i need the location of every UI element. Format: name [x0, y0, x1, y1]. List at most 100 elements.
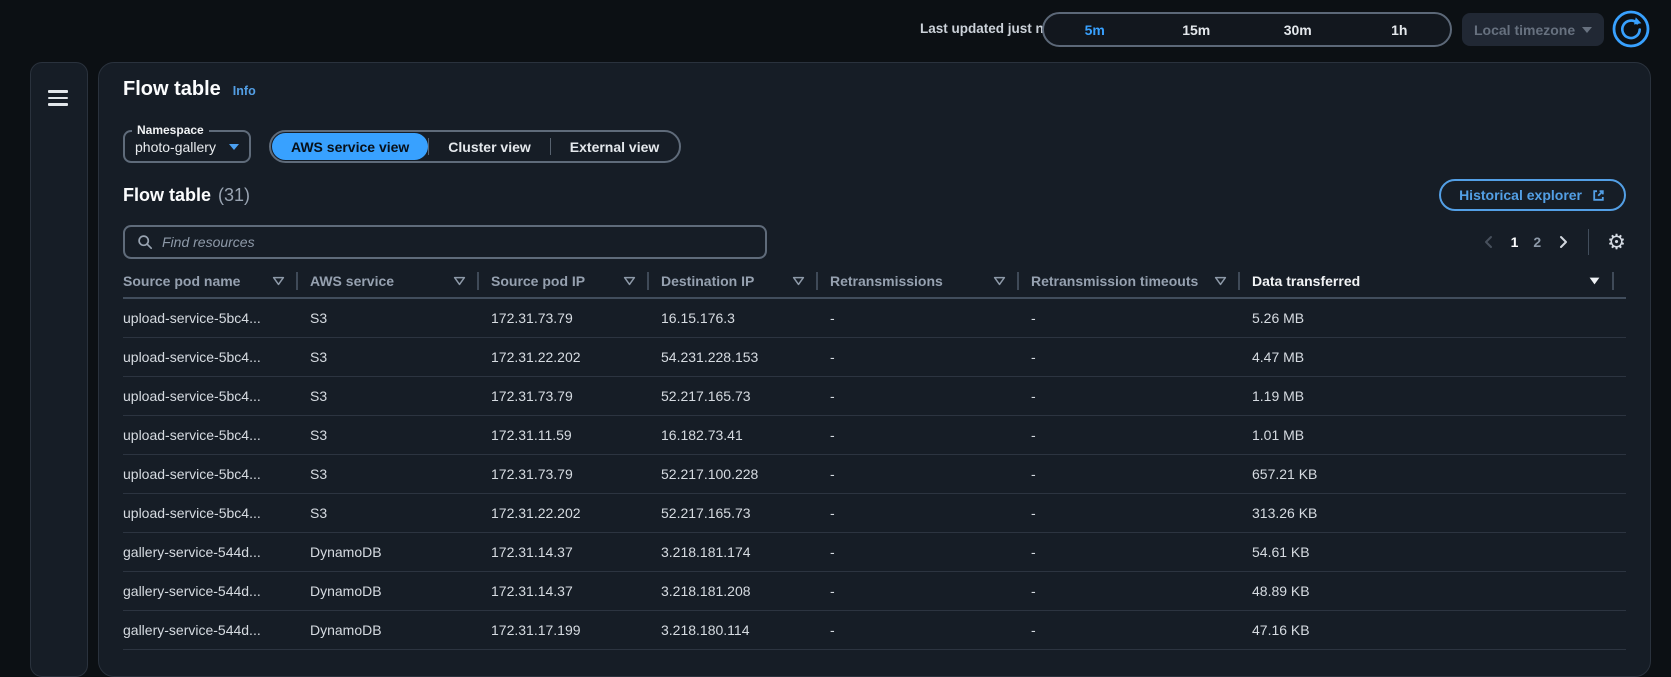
cell-retransmissions: -: [830, 504, 835, 521]
cell-retransmissions: -: [830, 582, 835, 599]
cell-source-pod-ip: 172.31.22.202: [491, 504, 581, 521]
filter-icon[interactable]: [272, 276, 285, 286]
search-box: [123, 225, 767, 259]
table-row: upload-service-5bc4... S3 172.31.11.59 1…: [123, 415, 1626, 455]
historical-explorer-button[interactable]: Historical explorer: [1439, 179, 1626, 211]
column-divider[interactable]: [296, 271, 298, 290]
cell-source-pod-name: gallery-service-544d...: [123, 621, 261, 638]
cell-source-pod-ip: 172.31.11.59: [491, 426, 572, 443]
cell-data-transferred: 657.21 KB: [1252, 465, 1318, 482]
filter-icon[interactable]: [623, 276, 636, 286]
table-row: upload-service-5bc4... S3 172.31.73.79 1…: [123, 298, 1626, 338]
cell-source-pod-name: gallery-service-544d...: [123, 543, 261, 560]
column-header-source-pod-ip[interactable]: Source pod IP: [491, 264, 661, 299]
cell-aws-service: S3: [310, 426, 328, 443]
refresh-button[interactable]: [1611, 9, 1651, 49]
timezone-select-label: Local timezone: [1474, 21, 1576, 38]
column-header-source-pod-name[interactable]: Source pod name: [123, 264, 310, 299]
cell-destination-ip: 3.218.181.208: [661, 582, 751, 599]
time-range-1h[interactable]: 1h: [1391, 21, 1408, 38]
sidebar: [30, 62, 88, 677]
table-header-bar: Flow table (31) Historical explorer: [123, 179, 1626, 211]
column-header-retransmissions[interactable]: Retransmissions: [830, 264, 1031, 299]
cell-retransmission-timeouts: -: [1031, 426, 1036, 443]
filter-icon[interactable]: [1214, 276, 1227, 286]
namespace-select[interactable]: Namespace photo-gallery: [123, 123, 251, 163]
table-header-row: Source pod name AWS service Source pod I…: [123, 264, 1626, 299]
cell-source-pod-name: gallery-service-544d...: [123, 582, 261, 599]
chevron-right-icon: [1560, 236, 1568, 248]
info-link[interactable]: Info: [232, 84, 256, 98]
view-tab-cluster[interactable]: Cluster view: [448, 138, 531, 155]
cell-retransmissions: -: [830, 465, 835, 482]
search-icon: [138, 235, 153, 250]
cell-data-transferred: 48.89 KB: [1252, 582, 1310, 599]
cell-source-pod-ip: 172.31.22.202: [491, 348, 581, 365]
cell-aws-service: DynamoDB: [310, 621, 382, 638]
filter-icon[interactable]: [993, 276, 1006, 286]
cell-data-transferred: 313.26 KB: [1252, 504, 1318, 521]
column-divider[interactable]: [1612, 271, 1614, 290]
column-divider[interactable]: [647, 271, 649, 290]
cell-retransmission-timeouts: -: [1031, 348, 1036, 365]
cell-retransmissions: -: [830, 387, 835, 404]
filter-icon[interactable]: [453, 276, 466, 286]
sort-descending-icon[interactable]: [1588, 276, 1601, 286]
cell-aws-service: S3: [310, 348, 328, 365]
chevron-left-icon: [1484, 236, 1492, 248]
cell-destination-ip: 3.218.181.174: [661, 543, 751, 560]
menu-button[interactable]: [48, 90, 70, 106]
cell-retransmissions: -: [830, 309, 835, 326]
table-count: (31): [218, 184, 251, 205]
cell-retransmission-timeouts: -: [1031, 387, 1036, 404]
cell-aws-service: S3: [310, 309, 328, 326]
column-divider[interactable]: [477, 271, 479, 290]
flow-table: Source pod name AWS service Source pod I…: [123, 264, 1626, 650]
cell-destination-ip: 54.231.228.153: [661, 348, 759, 365]
cell-retransmission-timeouts: -: [1031, 504, 1036, 521]
pagination: 1 2 ⚙: [1482, 229, 1626, 255]
column-divider[interactable]: [1017, 271, 1019, 290]
column-divider[interactable]: [1238, 271, 1240, 290]
view-tab-external[interactable]: External view: [569, 138, 660, 155]
time-range-30m[interactable]: 30m: [1283, 21, 1312, 38]
previous-page-button[interactable]: [1482, 235, 1496, 249]
cell-retransmission-timeouts: -: [1031, 543, 1036, 560]
toolbar-divider: [1588, 229, 1590, 255]
panel-header: Flow table Info: [123, 78, 1626, 101]
column-divider[interactable]: [816, 271, 818, 290]
cell-source-pod-name: upload-service-5bc4...: [123, 348, 261, 365]
table-row: upload-service-5bc4... S3 172.31.22.202 …: [123, 493, 1626, 533]
table-row: upload-service-5bc4... S3 172.31.73.79 5…: [123, 376, 1626, 416]
timezone-select[interactable]: Local timezone: [1462, 13, 1604, 46]
cell-data-transferred: 1.01 MB: [1252, 426, 1305, 443]
next-page-button[interactable]: [1556, 235, 1570, 249]
cell-retransmission-timeouts: -: [1031, 465, 1036, 482]
page-number-2[interactable]: 2: [1533, 234, 1542, 250]
time-range-selector: 5m 15m 30m 1h: [1042, 12, 1452, 47]
cell-data-transferred: 47.16 KB: [1252, 621, 1310, 638]
cell-destination-ip: 52.217.165.73: [661, 504, 751, 521]
cell-retransmissions: -: [830, 348, 835, 365]
last-updated-text: Last updated just now: [920, 21, 1063, 36]
column-header-destination-ip[interactable]: Destination IP: [661, 264, 830, 299]
time-range-15m[interactable]: 15m: [1182, 21, 1211, 38]
cell-aws-service: S3: [310, 465, 328, 482]
column-header-data-transferred[interactable]: Data transferred: [1252, 264, 1626, 299]
cell-data-transferred: 5.26 MB: [1252, 309, 1305, 326]
chevron-down-icon: [1582, 26, 1592, 33]
historical-explorer-label: Historical explorer: [1459, 187, 1582, 203]
column-header-aws-service[interactable]: AWS service: [310, 264, 491, 299]
page-number-1[interactable]: 1: [1510, 234, 1519, 250]
cell-source-pod-name: upload-service-5bc4...: [123, 426, 261, 443]
column-header-retransmission-timeouts[interactable]: Retransmission timeouts: [1031, 264, 1252, 299]
view-tabs: AWS service view Cluster view External v…: [269, 130, 682, 163]
table-settings-button[interactable]: ⚙: [1607, 231, 1626, 253]
page-title: Flow table: [123, 78, 221, 100]
time-range-5m[interactable]: 5m: [1084, 21, 1105, 38]
cell-aws-service: DynamoDB: [310, 543, 382, 560]
search-input[interactable]: [162, 234, 753, 250]
filter-icon[interactable]: [792, 276, 805, 286]
flow-table-body: upload-service-5bc4... S3 172.31.73.79 1…: [123, 298, 1626, 650]
view-tab-aws-service[interactable]: AWS service view: [272, 133, 429, 160]
